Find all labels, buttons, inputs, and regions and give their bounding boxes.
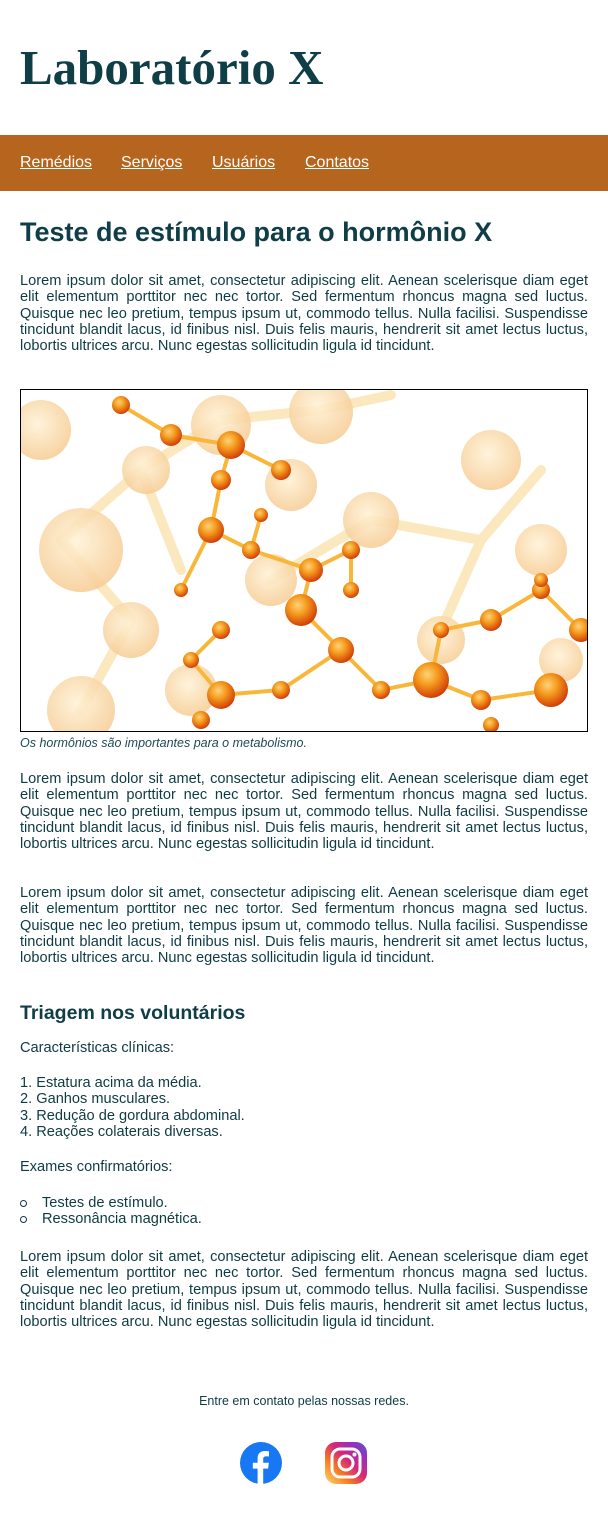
site-header: Laboratório X [0,0,608,135]
nav-item-contatos[interactable]: Contatos [305,154,370,171]
section-title-screening: Triagem nos voluntários [20,1002,246,1024]
list-item-text: Ressonância magnética. [42,1211,202,1228]
exams-label: Exames confirmatórios: [20,1159,173,1175]
list-item: 2. Ganhos musculares. [20,1091,171,1108]
paragraph-4: Lorem ipsum dolor sit amet, consectetur … [20,1249,588,1331]
paragraph-2: Lorem ipsum dolor sit amet, consectetur … [20,771,588,853]
circle-bullet-icon [20,1200,27,1207]
paragraph-1: Lorem ipsum dolor sit amet, consectetur … [20,273,588,355]
figure-caption: Os hormônios são importantes para o meta… [20,736,307,750]
list-item-text: Testes de estímulo. [42,1195,168,1211]
clinical-list: 1. Estatura acima da média. 2. Ganhos mu… [20,1075,245,1140]
instagram-icon[interactable] [325,1442,367,1484]
list-item: Ressonância magnética. [20,1211,202,1227]
site-title: Laboratório X [20,40,324,95]
main-nav: Remédios Serviços Usuários Contatos [0,135,608,191]
nav-item-servicos[interactable]: Serviços [121,154,183,171]
nav-item-usuarios[interactable]: Usuários [212,154,276,171]
facebook-icon[interactable] [240,1442,282,1484]
article-title: Teste de estímulo para o hormônio X [20,217,493,247]
list-item: 1. Estatura acima da média. [20,1075,202,1091]
exams-list: Testes de estímulo. Ressonância magnétic… [20,1195,202,1228]
list-item: 4. Reações colaterais diversas. [20,1123,223,1140]
list-item: Testes de estímulo. [20,1195,202,1211]
molecule-illustration [20,389,588,732]
paragraph-3: Lorem ipsum dolor sit amet, consectetur … [20,885,588,967]
list-item: 3. Redução de gordura abdominal. [20,1107,245,1124]
clinical-label: Características clínicas: [20,1040,175,1056]
circle-bullet-icon [20,1216,27,1224]
nav-item-remedios[interactable]: Remédios [20,154,93,171]
footer-text: Entre em contato pelas nossas redes. [199,1394,409,1408]
